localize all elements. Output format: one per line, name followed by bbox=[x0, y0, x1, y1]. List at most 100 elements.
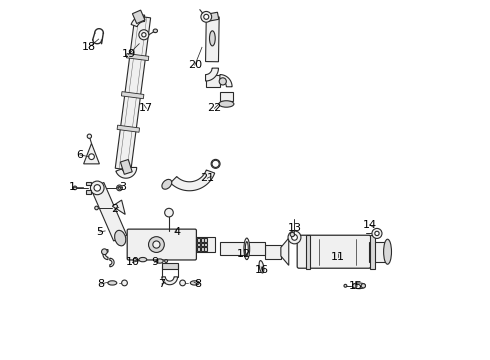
Text: 9: 9 bbox=[151, 257, 158, 267]
Bar bbox=[204, 243, 207, 246]
Ellipse shape bbox=[115, 230, 126, 246]
Text: 5: 5 bbox=[96, 227, 103, 237]
Text: 18: 18 bbox=[82, 42, 96, 52]
Bar bbox=[197, 247, 200, 251]
Bar bbox=[86, 182, 91, 185]
Text: 12: 12 bbox=[237, 248, 251, 258]
Ellipse shape bbox=[95, 206, 98, 210]
Polygon shape bbox=[84, 143, 99, 164]
Bar bbox=[197, 238, 200, 242]
Ellipse shape bbox=[153, 241, 160, 248]
Ellipse shape bbox=[353, 284, 357, 288]
Bar bbox=[201, 238, 203, 242]
Bar bbox=[86, 190, 91, 194]
Bar bbox=[201, 247, 203, 251]
Ellipse shape bbox=[375, 231, 379, 235]
Ellipse shape bbox=[244, 238, 250, 260]
Ellipse shape bbox=[73, 186, 77, 190]
Text: 13: 13 bbox=[288, 224, 301, 233]
Text: 10: 10 bbox=[125, 257, 139, 267]
Text: 2: 2 bbox=[112, 204, 119, 215]
FancyBboxPatch shape bbox=[297, 235, 371, 268]
Ellipse shape bbox=[219, 78, 226, 85]
FancyBboxPatch shape bbox=[127, 229, 196, 260]
Ellipse shape bbox=[384, 239, 392, 264]
Text: 19: 19 bbox=[122, 49, 136, 59]
Ellipse shape bbox=[353, 283, 366, 289]
Text: 7: 7 bbox=[158, 279, 165, 289]
Polygon shape bbox=[171, 170, 215, 191]
Text: 14: 14 bbox=[363, 220, 377, 230]
Ellipse shape bbox=[219, 101, 234, 107]
Text: 17: 17 bbox=[139, 103, 153, 113]
Ellipse shape bbox=[148, 237, 164, 252]
Ellipse shape bbox=[117, 185, 122, 191]
Polygon shape bbox=[205, 17, 219, 62]
Ellipse shape bbox=[118, 186, 121, 189]
Text: 1: 1 bbox=[69, 182, 75, 192]
Text: 15: 15 bbox=[348, 281, 363, 291]
Text: 20: 20 bbox=[188, 60, 202, 70]
Ellipse shape bbox=[210, 31, 215, 46]
Polygon shape bbox=[205, 75, 220, 87]
Ellipse shape bbox=[122, 280, 127, 286]
Polygon shape bbox=[206, 12, 219, 22]
Polygon shape bbox=[132, 10, 145, 23]
Polygon shape bbox=[220, 242, 265, 255]
Bar bbox=[370, 234, 375, 269]
Ellipse shape bbox=[101, 249, 107, 255]
Ellipse shape bbox=[290, 232, 294, 237]
Ellipse shape bbox=[156, 259, 163, 263]
Bar bbox=[162, 264, 177, 269]
Text: 11: 11 bbox=[331, 252, 344, 262]
Text: 8: 8 bbox=[98, 279, 104, 289]
Polygon shape bbox=[121, 159, 132, 174]
Text: 22: 22 bbox=[207, 103, 221, 113]
Polygon shape bbox=[115, 16, 150, 170]
Ellipse shape bbox=[165, 208, 173, 217]
Ellipse shape bbox=[190, 281, 199, 285]
Ellipse shape bbox=[87, 134, 92, 138]
Polygon shape bbox=[131, 15, 145, 27]
Polygon shape bbox=[126, 54, 149, 60]
Ellipse shape bbox=[153, 29, 157, 33]
Ellipse shape bbox=[142, 33, 146, 37]
Text: 4: 4 bbox=[173, 227, 180, 237]
Ellipse shape bbox=[89, 154, 95, 159]
Text: 8: 8 bbox=[194, 279, 201, 289]
Text: 3: 3 bbox=[119, 182, 126, 192]
Ellipse shape bbox=[211, 159, 220, 168]
Ellipse shape bbox=[245, 242, 248, 256]
Polygon shape bbox=[220, 92, 233, 101]
Text: 6: 6 bbox=[76, 150, 83, 160]
Ellipse shape bbox=[180, 280, 186, 286]
Ellipse shape bbox=[344, 284, 347, 287]
Text: 21: 21 bbox=[200, 173, 215, 183]
Polygon shape bbox=[195, 237, 215, 252]
Ellipse shape bbox=[162, 179, 172, 189]
Ellipse shape bbox=[91, 181, 104, 195]
Bar bbox=[306, 235, 310, 269]
Ellipse shape bbox=[204, 14, 209, 19]
Ellipse shape bbox=[212, 160, 219, 167]
Ellipse shape bbox=[201, 12, 212, 22]
Polygon shape bbox=[220, 75, 232, 87]
Polygon shape bbox=[116, 167, 137, 178]
Ellipse shape bbox=[288, 231, 301, 244]
Bar bbox=[204, 238, 207, 242]
Text: 16: 16 bbox=[255, 265, 269, 275]
Ellipse shape bbox=[372, 228, 382, 238]
Polygon shape bbox=[162, 277, 177, 285]
Bar bbox=[204, 247, 207, 251]
Ellipse shape bbox=[259, 261, 264, 273]
Polygon shape bbox=[112, 200, 125, 215]
Bar bbox=[197, 243, 200, 246]
Ellipse shape bbox=[361, 284, 366, 288]
Bar bbox=[201, 243, 203, 246]
Ellipse shape bbox=[94, 185, 100, 191]
Ellipse shape bbox=[139, 30, 149, 40]
Polygon shape bbox=[369, 242, 385, 262]
Ellipse shape bbox=[108, 281, 117, 285]
Polygon shape bbox=[110, 258, 114, 267]
Polygon shape bbox=[91, 183, 127, 241]
